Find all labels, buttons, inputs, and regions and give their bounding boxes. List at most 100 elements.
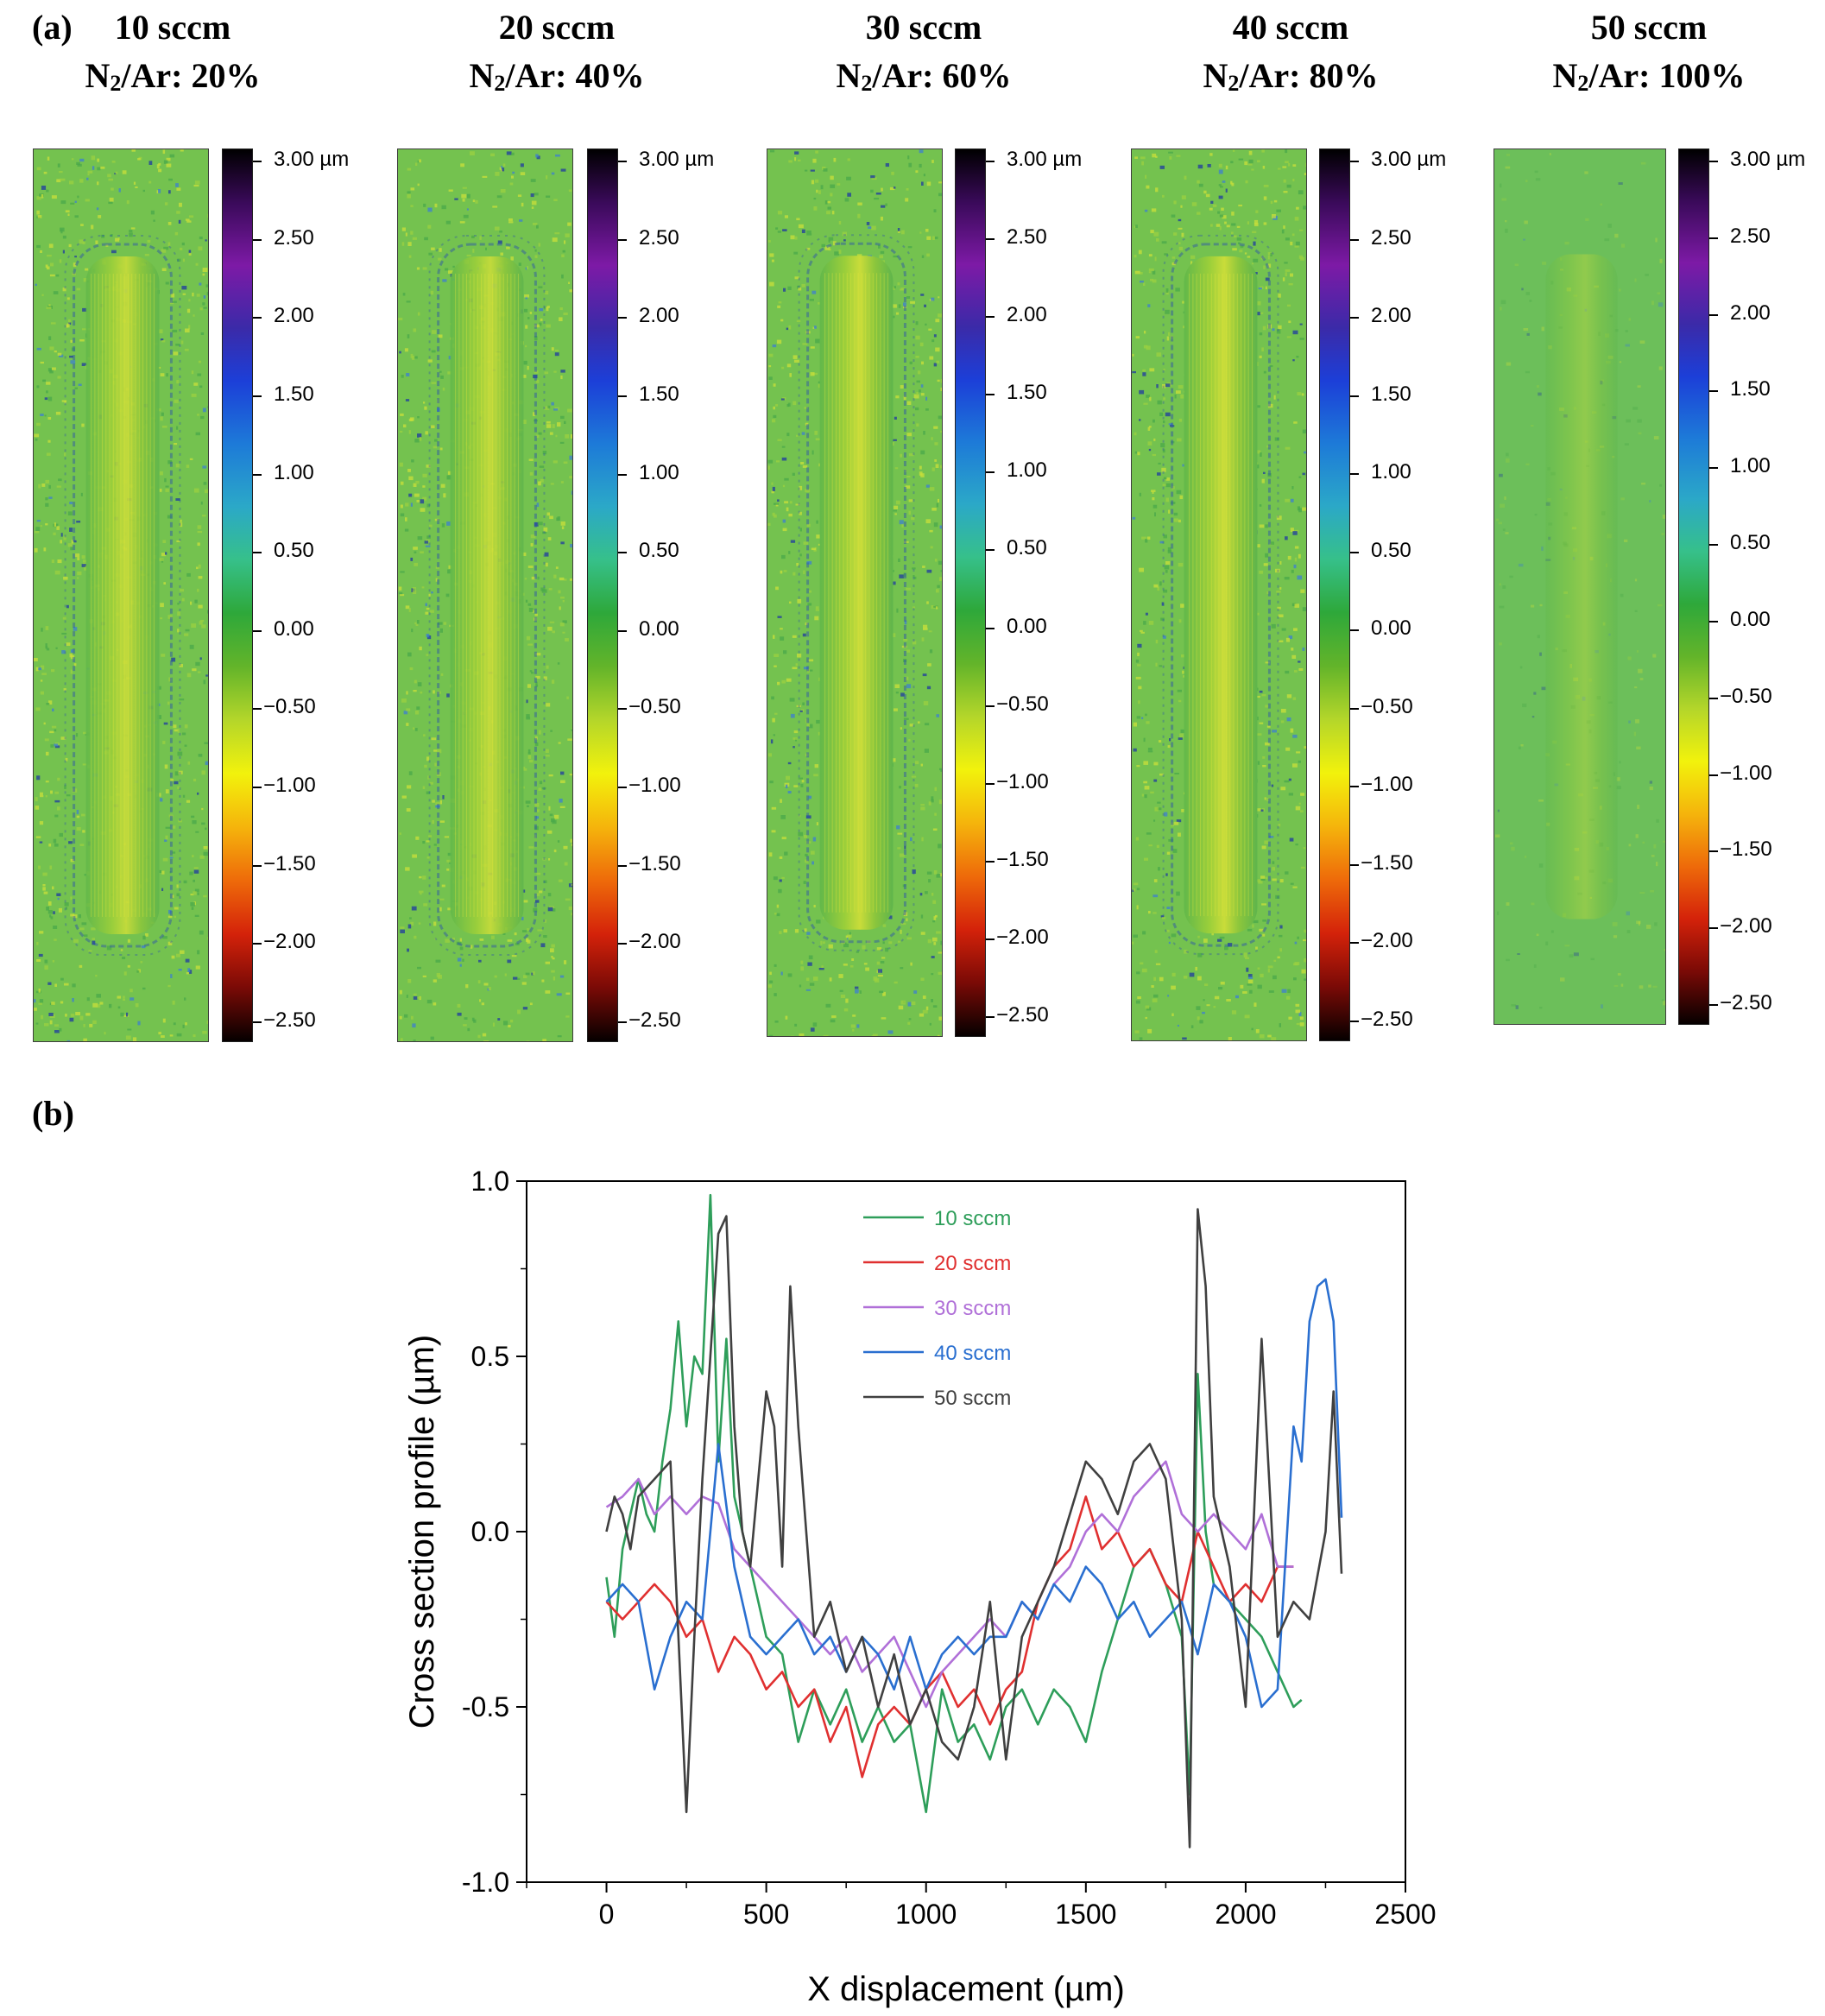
colorbar-tick-label: 2.00	[1371, 304, 1411, 328]
colorbar-tick-mark	[618, 864, 627, 867]
gas-ratio-label: N2/Ar: 20%	[85, 56, 261, 96]
panel-a-label: (a)	[32, 8, 73, 47]
colorbar-tick-mark	[618, 473, 627, 476]
colorbar-tick-label: −2.50	[263, 1008, 316, 1032]
flow-rate-label: 50 sccm	[1590, 8, 1708, 47]
colorbar-tick-mark	[618, 943, 627, 945]
colorbar-tick-mark	[1350, 863, 1359, 866]
colorbar-tick-mark	[618, 787, 627, 789]
colorbar-4	[1319, 149, 1350, 1041]
colorbar-tick-label: −1.50	[1720, 837, 1772, 862]
colorbar-tick-mark	[1350, 473, 1359, 476]
colorbar-tick-label: −2.00	[628, 930, 681, 954]
flow-rate-label: 30 sccm	[865, 8, 982, 47]
column-title-5: 50 sccm N2/Ar: 100%	[1506, 3, 1791, 108]
y-tick-label: 0.5	[471, 1341, 509, 1372]
plot-frame	[526, 1180, 1406, 1883]
y-tick-label: -0.5	[462, 1691, 509, 1722]
flow-rate-label: 20 sccm	[498, 8, 616, 47]
colorbar-tick-label: 2.50	[1371, 225, 1411, 250]
x-tick-label: 1500	[1055, 1899, 1116, 1930]
colorbar-tick-label: 3.00 µm	[274, 148, 350, 171]
colorbar-tick-mark	[986, 627, 995, 629]
colorbar-tick-mark	[1709, 313, 1718, 316]
colorbar-tick-mark	[986, 238, 995, 241]
x-axis-label: X displacement (µm)	[807, 1970, 1125, 2008]
colorbar-tick-mark	[1350, 161, 1359, 162]
colorbar-tick-mark	[1709, 237, 1718, 239]
colorbar-tick-label: 1.50	[1371, 382, 1411, 406]
cross-section-chart: 0 500 1000 1500 2000 2500 -1.0 -0.5 0.0 0.5 1.0 10…	[403, 1166, 1437, 2008]
colorbar-tick-mark	[1709, 467, 1718, 470]
series-line-50-sccm	[605, 1208, 1343, 1849]
colorbar-tick-mark	[1350, 238, 1359, 241]
colorbar-tick-label: −0.50	[1361, 694, 1413, 718]
gas-ratio-label: N2/Ar: 40%	[469, 56, 645, 96]
colorbar-2	[587, 149, 618, 1042]
colorbar-tick-mark	[618, 238, 627, 241]
colorbar-tick-mark	[253, 161, 262, 162]
colorbar-tick-label: −2.50	[628, 1008, 681, 1032]
colorbar-tick-mark	[1350, 395, 1359, 397]
x-tick-label: 2000	[1215, 1899, 1276, 1930]
colorbar-tick-label: 2.50	[1007, 225, 1047, 250]
colorbar-tick-mark	[1709, 1004, 1718, 1006]
height-map-2	[397, 149, 573, 1042]
colorbar-tick-label: 1.00	[274, 460, 314, 484]
column-title-3: 30 sccm N2/Ar: 60%	[781, 3, 1066, 108]
colorbar-tick-label: 2.00	[1007, 303, 1047, 327]
colorbar-tick-mark	[618, 1021, 627, 1023]
colorbar-tick-mark	[618, 161, 627, 162]
colorbar-tick-label: −2.00	[1361, 929, 1413, 953]
colorbar-tick-label: −2.00	[996, 925, 1049, 949]
x-tick-label: 500	[743, 1899, 789, 1930]
colorbar-tick-mark	[1709, 774, 1718, 776]
colorbar-tick-label: 1.50	[1007, 381, 1047, 405]
flow-rate-label: 10 sccm	[114, 8, 231, 47]
series-line-40-sccm	[605, 1278, 1343, 1709]
colorbar-tick-mark	[618, 395, 627, 397]
colorbar-tick-mark	[253, 473, 262, 476]
panel-b-label: (b)	[32, 1094, 74, 1133]
colorbar-tick-label: −1.50	[628, 851, 681, 875]
colorbar-tick-label: −2.00	[263, 930, 316, 954]
colorbar-tick-label: 0.50	[1730, 531, 1771, 555]
colorbar-tick-label: 3.00 µm	[1730, 148, 1806, 171]
colorbar-tick-mark	[1709, 927, 1718, 930]
gas-ratio-label: N2/Ar: 60%	[836, 56, 1012, 96]
colorbar-tick-mark	[618, 552, 627, 554]
colorbar-tick-label: 2.50	[1730, 224, 1771, 248]
colorbar-tick-label: −1.00	[1361, 773, 1413, 797]
colorbar-tick-label: 1.50	[1730, 377, 1771, 401]
colorbar-tick-mark	[1350, 1021, 1359, 1022]
colorbar-tick-mark	[253, 864, 262, 867]
column-title-2: 20 sccm N2/Ar: 40%	[414, 3, 699, 108]
y-tick-label: -1.0	[462, 1867, 509, 1898]
gas-ratio-label: N2/Ar: 100%	[1552, 56, 1746, 96]
column-title-1: 10 sccm N2/Ar: 20%	[30, 3, 315, 108]
colorbar-tick-mark	[986, 705, 995, 707]
x-tick-label: 0	[599, 1899, 615, 1930]
x-tick-label: 2500	[1374, 1899, 1436, 1930]
colorbar-tick-label: 0.00	[1007, 614, 1047, 638]
colorbar-3	[955, 149, 986, 1037]
colorbar-tick-label: −0.50	[263, 695, 316, 719]
height-map-5	[1493, 149, 1666, 1025]
flow-rate-label: 40 sccm	[1232, 8, 1349, 47]
colorbar-tick-label: 0.00	[639, 616, 679, 641]
colorbar-tick-label: −1.00	[263, 774, 316, 798]
colorbar-tick-label: 0.50	[274, 539, 314, 563]
colorbar-tick-mark	[986, 938, 995, 940]
colorbar-tick-mark	[1350, 942, 1359, 945]
colorbar-tick-label: 0.50	[1371, 538, 1411, 562]
colorbar-tick-mark	[986, 316, 995, 319]
colorbar-tick-label: 3.00 µm	[1371, 148, 1447, 171]
colorbar-tick-mark	[253, 238, 262, 241]
y-axis-label: Cross section profile (µm)	[403, 1335, 441, 1728]
colorbar-tick-mark	[1350, 629, 1359, 632]
series-line-30-sccm	[605, 1460, 1294, 1709]
colorbar-tick-mark	[1350, 707, 1359, 710]
colorbar-tick-mark	[986, 471, 995, 474]
colorbar-tick-mark	[986, 1016, 995, 1018]
legend-label: 50 sccm	[934, 1387, 1011, 1410]
